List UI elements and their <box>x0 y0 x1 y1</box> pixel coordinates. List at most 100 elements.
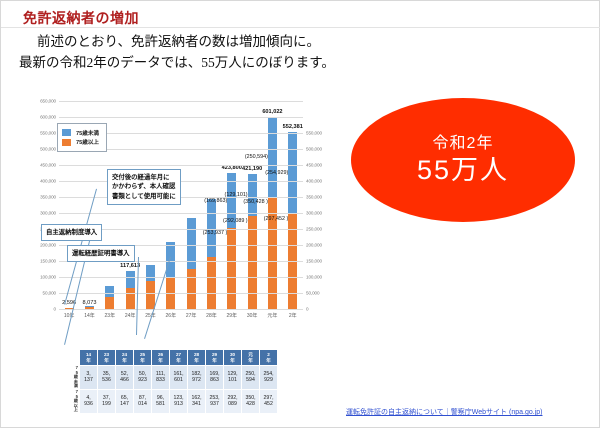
table-cell: 250, 594 <box>242 366 259 389</box>
lead-paragraph: 前述のとおり、免許返納者の数は増加傾向に。 最新の令和2年のデータでは、55万人… <box>19 31 359 73</box>
y-axis-tick: 300,000 <box>40 210 56 216</box>
y-axis-tick-right: 200,000 <box>306 242 322 248</box>
x-axis-label: 14年 <box>84 313 95 319</box>
y-axis-tick-right: 50,000 <box>306 290 320 296</box>
bar-label-under75: (129,101) <box>224 191 248 198</box>
legend-label-under75: 75歳未満 <box>76 130 100 137</box>
bar-segment-under75 <box>267 116 277 197</box>
bar-label-over75: (292,089 ) <box>223 217 248 224</box>
table-col-header: 14 年 <box>80 350 97 365</box>
table-cell: 37, 199 <box>98 389 115 413</box>
grid-line <box>59 245 303 246</box>
stacked-bar[interactable]: 423,800 (169,863) (253,937 ) <box>203 165 242 309</box>
stacked-bar[interactable] <box>105 285 115 309</box>
stacked-bar[interactable]: 601,022 (250,594) (350,428 ) <box>243 109 283 309</box>
bar-total-label: 2,596 <box>62 300 77 306</box>
chart-column: 28年 <box>201 101 221 319</box>
grid-line <box>59 117 303 118</box>
stacked-bar[interactable] <box>166 242 176 309</box>
bar-segment-under75 <box>206 198 216 258</box>
stacked-bar[interactable]: 8,073 <box>82 300 96 309</box>
stacked-bar[interactable]: 552,381 (254,929) (297,452 ) <box>264 124 303 309</box>
table-col-header: 30 年 <box>224 350 241 365</box>
y-axis-tick: 500,000 <box>40 146 56 152</box>
table-cell: 3, 137 <box>80 366 97 389</box>
bar-segment-under75 <box>288 132 298 214</box>
highlight-year: 令和2年 <box>432 135 494 152</box>
callout-unten-keireki: 運転経歴証明書導入 <box>67 245 135 262</box>
y-axis-tick: 650,000 <box>40 98 56 104</box>
table-row: 7 5 歳以上 4, 936 37, 199 65, 147 87, 014 96, 581 123, 91… <box>64 389 277 413</box>
x-axis-label: 30年 <box>246 313 258 319</box>
chart-column: 23年 <box>100 101 120 319</box>
bar-total-label: 423,800 <box>221 165 242 172</box>
stacked-bar[interactable] <box>145 264 155 309</box>
table-cell: 87, 014 <box>134 389 151 413</box>
bar-label-under75: (250,594) <box>244 153 268 160</box>
table-cell: 292, 089 <box>224 389 241 413</box>
x-axis-label: 27年 <box>185 313 197 319</box>
stacked-bar[interactable]: 421,190 (129,101) (292,089 ) <box>223 166 262 309</box>
bar-label-under75: (254,929) <box>265 170 289 177</box>
table-row: 7 5 歳未満 3, 137 35, 536 52, 466 50, 923 111, 833 161, 6… <box>64 365 277 389</box>
table-col-header: 25 年 <box>134 350 151 365</box>
chart-column: 117,613 24年 <box>120 101 140 319</box>
table-cell: 161, 601 <box>170 366 187 389</box>
legend-item-over75: 75歳以上 <box>62 138 99 146</box>
chart-plot-area: 2,59610年8,07314年23年117,61324年25年26年27年28… <box>40 99 322 320</box>
y-axis-tick-right: 300,000 <box>306 210 322 216</box>
legend-swatch-over75 <box>62 138 71 146</box>
table-col-header: 28 年 <box>188 350 205 365</box>
bar-total-label: 117,613 <box>120 263 141 270</box>
grid-line <box>59 277 303 278</box>
y-axis-tick-right: 0 <box>306 306 309 312</box>
bar-total-label: 421,190 <box>241 166 263 173</box>
bar-segment-under75 <box>166 242 176 279</box>
bar-segment-over75 <box>267 196 277 309</box>
y-axis-tick: 450,000 <box>40 162 56 168</box>
source-link[interactable]: 運転免許証の自主返納について｜警察庁Webサイト (npa.go.jp) <box>346 409 543 416</box>
bar-segment-over75 <box>125 288 135 309</box>
bar-label-over75: (350,428 ) <box>243 198 268 205</box>
table-cell: 35, 536 <box>98 366 115 389</box>
bar-segment-over75 <box>145 281 155 309</box>
y-axis-tick-right: 400,000 <box>306 178 322 184</box>
bar-segment-under75 <box>125 271 135 289</box>
title-divider <box>1 27 600 28</box>
callout-koufu-line1: 交付後の経過年月に <box>112 173 170 181</box>
table-cell: 254, 929 <box>260 366 277 389</box>
x-axis-label: 10年 <box>63 313 75 319</box>
stacked-bar[interactable]: 2,596 <box>62 300 76 309</box>
grid-line <box>59 181 303 182</box>
y-axis-tick: 400,000 <box>40 178 56 184</box>
bar-segment-under75 <box>186 217 196 270</box>
bar-segment-over75 <box>186 269 196 309</box>
legend-label-over75: 75歳以上 <box>76 140 100 146</box>
y-axis-tick: 150,000 <box>40 258 56 264</box>
bar-label-over75: (297,452 ) <box>263 215 289 222</box>
highlight-circle: 令和2年 55万人 <box>351 98 575 222</box>
grid-line <box>59 213 303 214</box>
y-axis-tick: 350,000 <box>40 194 56 200</box>
stacked-bar[interactable]: 117,613 <box>120 263 140 309</box>
table-cell: 4, 936 <box>80 389 97 413</box>
stacked-bar[interactable] <box>206 198 216 309</box>
table-col-header: 24 年 <box>116 350 133 365</box>
bar-segment-total <box>64 307 74 309</box>
table-cell: 65, 147 <box>116 389 133 413</box>
table-col-header: 26 年 <box>152 350 169 365</box>
legend-item-under75: 75歳未満 <box>62 129 99 137</box>
chart-bars: 2,59610年8,07314年23年117,61324年25年26年27年28… <box>59 101 303 319</box>
table-col-header: 27 年 <box>170 350 187 365</box>
y-axis-tick-right: 350,000 <box>306 194 322 200</box>
table-cell: 96, 581 <box>152 389 169 413</box>
stacked-bar[interactable] <box>186 217 196 309</box>
y-axis-tick: 550,000 <box>40 130 56 136</box>
table-cell: 111, 833 <box>152 366 169 389</box>
x-axis-label: 元年 <box>267 313 278 319</box>
chart-column: 8,073 14年 <box>79 101 99 319</box>
table-col-header: 29 年 <box>206 350 223 365</box>
lead-line-1: 前述のとおり、免許返納者の数は増加傾向に。 <box>37 34 320 49</box>
